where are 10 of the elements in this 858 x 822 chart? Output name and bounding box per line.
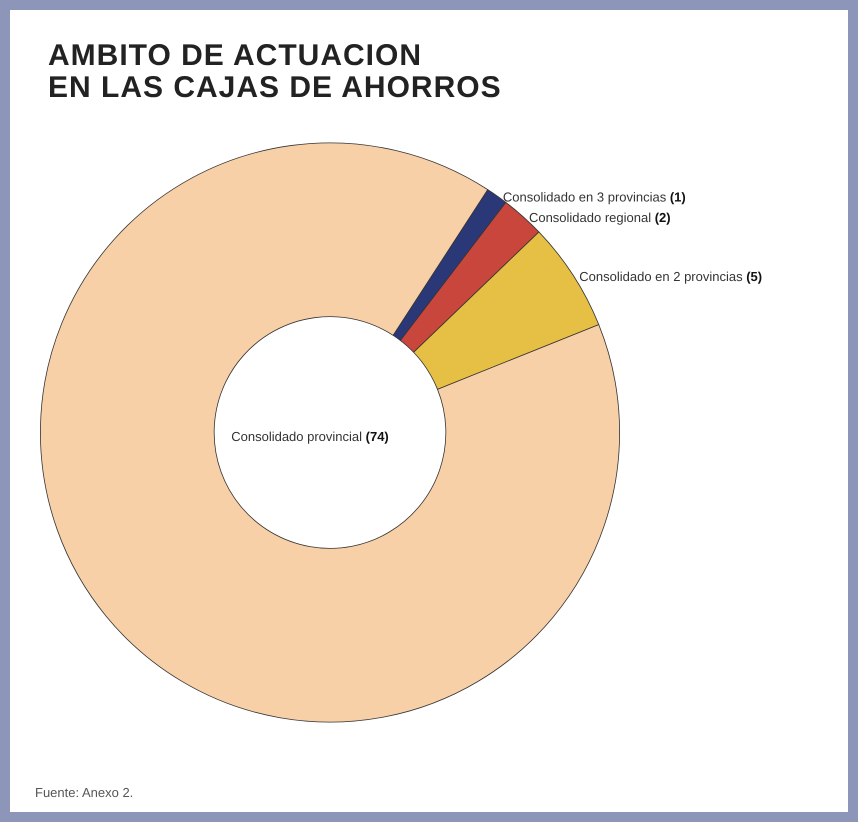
- slice-label: Consolidado provincial: [231, 429, 366, 444]
- chart-title: AMBITO DE ACTUACION EN LAS CAJAS DE AHORROS: [48, 39, 502, 104]
- data-label: (2): [654, 210, 671, 226]
- data-label: (5): [746, 268, 762, 284]
- slice-label: Consolidado en 2 provincias: [579, 268, 746, 284]
- data-label: (74): [366, 429, 389, 444]
- source-note: Fuente: Anexo 2.: [35, 785, 134, 800]
- slice-label: Consolidado regional: [528, 210, 655, 226]
- slice-label: Consolidado en 3 provincias: [502, 189, 670, 204]
- data-label: (1): [670, 189, 686, 204]
